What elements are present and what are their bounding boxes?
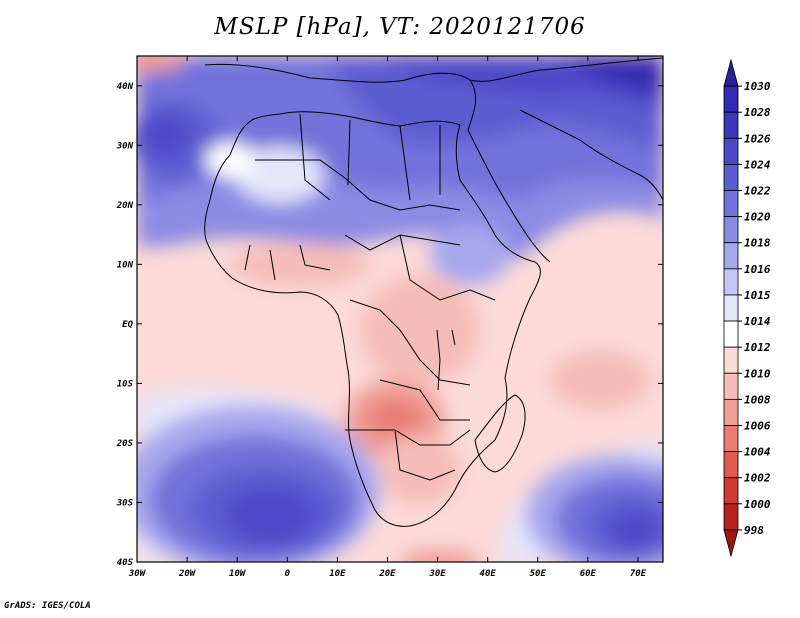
colorbar-swatch <box>723 242 739 270</box>
colorbar-swatch <box>723 372 739 400</box>
map-title: MSLP [hPa], VT: 2020121706 <box>214 14 586 40</box>
colorbar-label: 1002 <box>744 472 771 485</box>
lon-tick-label: 10E <box>329 569 346 579</box>
lat-tick-label: 40N <box>117 82 134 92</box>
coastlines <box>204 57 663 527</box>
lat-tick-label: 10S <box>117 379 134 389</box>
colorbar-label: 1030 <box>744 80 771 93</box>
lon-tick-label: 70E <box>630 569 647 579</box>
colorbar-label: 1000 <box>744 498 771 511</box>
colorbar-label: 1012 <box>744 341 771 354</box>
colorbar-swatch <box>723 320 739 348</box>
colorbar-swatch <box>723 451 739 479</box>
lon-tick-label: 10W <box>229 569 247 579</box>
colorbar-label: 998 <box>744 524 764 537</box>
longitude-axis: 30W 20W 10W 0 10E 20E 30E 40E 50E 60E 70E <box>128 56 647 579</box>
lat-tick-label: 30S <box>116 498 134 508</box>
colorbar-label: 1022 <box>744 185 771 198</box>
lat-tick-label: 30N <box>116 141 134 151</box>
colorbar-swatch <box>723 398 739 426</box>
colorbar-swatch <box>723 268 739 296</box>
lat-tick-label: EQ <box>122 320 133 330</box>
colorbar-swatch <box>723 85 739 113</box>
colorbar-label: 1015 <box>744 289 771 302</box>
plot-frame <box>136 55 664 563</box>
colorbar-label: 1016 <box>744 263 771 276</box>
colorbar-swatch <box>723 529 739 558</box>
colorbar-swatch <box>723 425 739 452</box>
colorbar-swatch <box>723 58 739 87</box>
colorbar: 1030 1028 1026 1024 1022 1020 1018 1016 1015 1014… <box>723 58 771 558</box>
lon-tick-label: 30W <box>128 569 147 579</box>
colorbar-swatch <box>723 346 739 374</box>
colorbar-label: 1008 <box>744 393 771 406</box>
colorbar-label: 1004 <box>744 446 771 459</box>
lat-tick-label: 40S <box>117 558 134 568</box>
lat-tick-label: 20S <box>116 439 134 449</box>
colorbar-label: 1026 <box>744 132 771 145</box>
colorbar-label: 1028 <box>744 106 771 119</box>
colorbar-label: 1014 <box>744 315 771 328</box>
colorbar-swatch <box>723 190 739 218</box>
lon-tick-label: 20W <box>178 569 197 579</box>
colorbar-label: 1020 <box>744 211 771 224</box>
colorbar-swatch <box>723 503 739 531</box>
lon-tick-label: 20E <box>378 569 396 579</box>
colorbar-swatch <box>723 164 739 191</box>
latitude-axis: 40N 30N 20N 10N EQ 10S 20S 30S 40S <box>116 82 663 568</box>
lon-tick-label: 60E <box>580 569 597 579</box>
lon-tick-label: 50E <box>530 569 547 579</box>
colorbar-swatch <box>723 477 739 505</box>
colorbar-swatch <box>723 111 739 139</box>
colorbar-swatch <box>723 294 739 322</box>
colorbar-label: 1006 <box>744 419 771 432</box>
lon-tick-label: 40E <box>480 569 497 579</box>
lat-tick-label: 20N <box>116 201 134 211</box>
lon-tick-label: 30E <box>428 569 446 579</box>
colorbar-label: 1010 <box>744 367 771 380</box>
colorbar-swatch <box>723 137 739 165</box>
lon-tick-label: 0 <box>285 569 291 579</box>
lat-tick-label: 10N <box>117 260 134 270</box>
grads-credit: GrADS: IGES/COLA <box>4 601 91 611</box>
colorbar-label: 1024 <box>744 158 771 171</box>
colorbar-label: 1018 <box>744 237 771 250</box>
colorbar-swatch <box>723 216 739 244</box>
